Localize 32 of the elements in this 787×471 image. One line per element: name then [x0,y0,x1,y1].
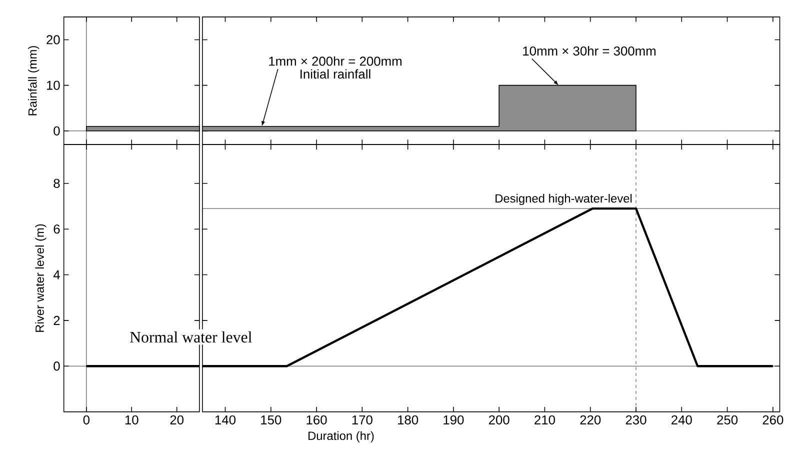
x-tick-label: 210 [534,415,555,425]
x-tick-label: 190 [444,415,464,425]
x-tick-label: 140 [215,415,236,425]
x-axis-title: Duration (hr) [308,431,374,443]
y-tick-label: 0 [54,126,60,136]
y-tick-label: 10 [46,80,60,90]
x-tick-label: 180 [398,415,418,425]
x-tick-label: 260 [762,415,784,425]
x-tick-label: 170 [352,415,372,425]
x-tick-label: 150 [261,415,282,425]
y-tick-label: 4 [53,270,60,280]
y-tick-label: 6 [54,224,60,234]
x-tick-label: 20 [170,415,184,425]
x-tick-label: 250 [717,415,738,425]
y-tick-label: 20 [46,35,60,44]
y-axis-title: Rainfall (mm) [28,46,40,116]
x-tick-label: 10 [125,415,138,425]
x-tick-label: 0 [83,415,90,425]
ref-line-label: Designed high-water-level [496,194,632,206]
y-axis-title: River water level (m) [35,224,46,332]
y-tick-label: 2 [54,316,60,326]
annotation: Normal water level [130,332,252,343]
annotation: Initial rainfall [300,69,370,79]
x-tick-label: 240 [672,415,692,425]
x-tick-label: 200 [488,415,510,425]
annotation: 1mm × 200hr = 200mm [269,56,402,66]
x-tick-label: 230 [626,415,646,425]
x-tick-label: 220 [580,415,601,425]
y-tick-label: 8 [54,179,60,188]
x-tick-label: 160 [306,415,327,425]
y-tick-label: 0 [54,362,60,371]
annotation: 10mm × 30hr = 300mm [523,46,656,56]
